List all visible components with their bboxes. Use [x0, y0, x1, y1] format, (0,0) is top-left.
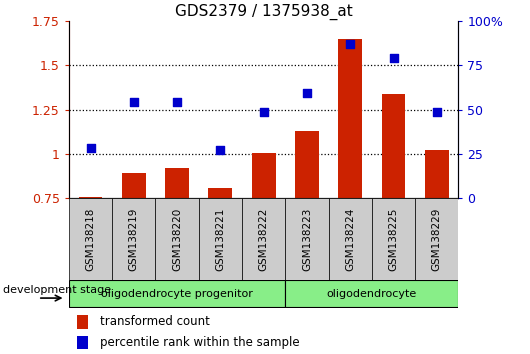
Bar: [165, 168, 189, 198]
Bar: [372, 198, 415, 280]
Point: [259, 109, 268, 114]
Text: percentile rank within the sample: percentile rank within the sample: [100, 336, 299, 349]
Bar: [252, 153, 276, 198]
Text: GSM138219: GSM138219: [129, 207, 139, 271]
Bar: [122, 173, 146, 198]
Bar: [382, 94, 405, 198]
Bar: [199, 198, 242, 280]
Bar: [425, 150, 449, 198]
Text: GSM138225: GSM138225: [388, 207, 399, 271]
Point: [129, 99, 138, 105]
Point: [86, 145, 95, 151]
Bar: [77, 336, 88, 349]
Point: [303, 90, 311, 96]
Bar: [295, 131, 319, 198]
Text: GSM138221: GSM138221: [215, 207, 225, 271]
Text: GSM138229: GSM138229: [432, 207, 442, 271]
Title: GDS2379 / 1375938_at: GDS2379 / 1375938_at: [175, 4, 352, 20]
Bar: [242, 198, 285, 280]
Bar: [155, 198, 199, 280]
Point: [389, 55, 398, 60]
Point: [346, 41, 355, 47]
Bar: [77, 315, 88, 329]
Text: oligodendrocyte: oligodendrocyte: [327, 289, 417, 299]
Text: GSM138222: GSM138222: [259, 207, 269, 271]
Point: [173, 99, 181, 105]
Point: [432, 109, 441, 114]
Bar: [415, 198, 458, 280]
Bar: [329, 198, 372, 280]
Point: [216, 148, 225, 153]
Text: development stage: development stage: [4, 285, 112, 295]
Text: GSM138223: GSM138223: [302, 207, 312, 271]
Bar: [69, 198, 112, 280]
Text: transformed count: transformed count: [100, 315, 210, 328]
Bar: [112, 198, 155, 280]
Bar: [285, 198, 329, 280]
Bar: [285, 280, 458, 307]
Bar: [338, 39, 362, 198]
Bar: [208, 188, 232, 198]
Text: GSM138224: GSM138224: [345, 207, 355, 271]
Text: oligodendrocyte progenitor: oligodendrocyte progenitor: [101, 289, 253, 299]
Text: GSM138220: GSM138220: [172, 207, 182, 270]
Bar: [69, 280, 285, 307]
Text: GSM138218: GSM138218: [85, 207, 95, 271]
